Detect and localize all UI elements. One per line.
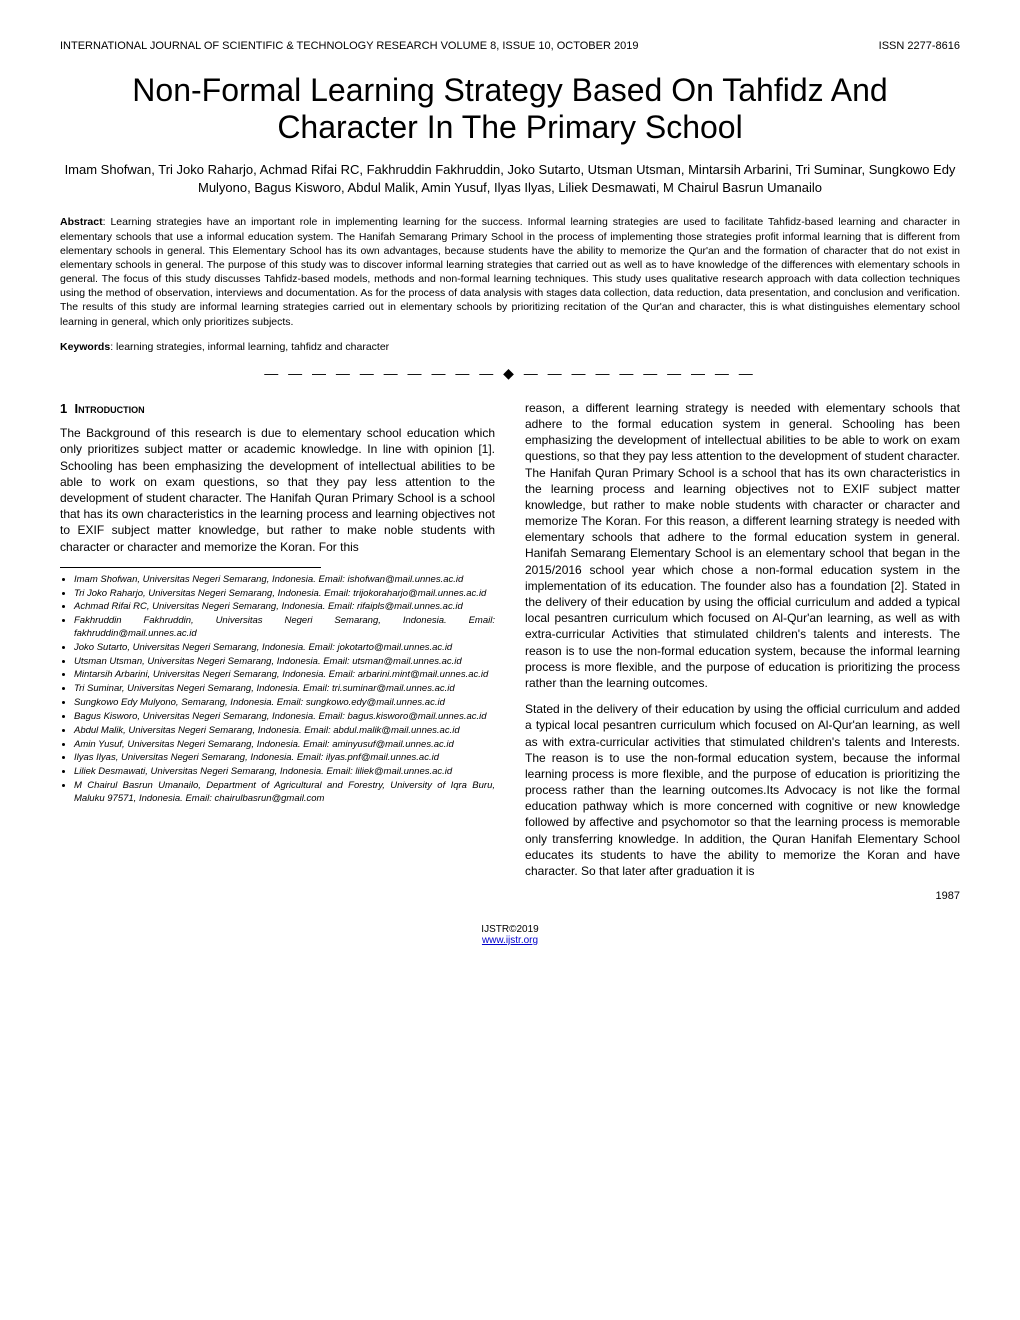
keywords-text: : learning strategies, informal learning…	[110, 341, 389, 353]
paper-title: Non-Formal Learning Strategy Based On Ta…	[60, 72, 960, 146]
journal-title: INTERNATIONAL JOURNAL OF SCIENTIFIC & TE…	[60, 40, 638, 52]
affiliation-item: Amin Yusuf, Universitas Negeri Semarang,…	[74, 739, 495, 752]
affiliation-item: Achmad Rifai RC, Universitas Negeri Sema…	[74, 601, 495, 614]
journal-url-link[interactable]: www.ijstr.org	[482, 935, 538, 946]
two-column-body: 1 Introduction The Background of this re…	[60, 400, 960, 904]
affiliation-item: Joko Sutarto, Universitas Negeri Semaran…	[74, 642, 495, 655]
abstract-text: : Learning strategies have an important …	[60, 216, 960, 327]
keywords-label: Keywords	[60, 341, 110, 353]
intro-paragraph: The Background of this research is due t…	[60, 425, 495, 555]
affiliation-item: Mintarsih Arbarini, Universitas Negeri S…	[74, 669, 495, 682]
affiliation-item: Fakhruddin Fakhruddin, Universitas Neger…	[74, 615, 495, 641]
page-footer: IJSTR©2019 www.ijstr.org	[60, 924, 960, 946]
author-list: Imam Shofwan, Tri Joko Raharjo, Achmad R…	[60, 161, 960, 197]
keywords-block: Keywords: learning strategies, informal …	[60, 341, 960, 353]
abstract-block: Abstract: Learning strategies have an im…	[60, 215, 960, 328]
affiliation-item: Tri Joko Raharjo, Universitas Negeri Sem…	[74, 588, 495, 601]
body-paragraph-2: Stated in the delivery of their educatio…	[525, 701, 960, 879]
issn: ISSN 2277-8616	[879, 40, 960, 52]
right-column: reason, a different learning strategy is…	[525, 400, 960, 904]
left-column: 1 Introduction The Background of this re…	[60, 400, 495, 904]
copyright-text: IJSTR©2019	[60, 924, 960, 935]
abstract-label: Abstract	[60, 216, 103, 228]
footnote-rule	[60, 567, 321, 568]
body-paragraph-1: reason, a different learning strategy is…	[525, 400, 960, 691]
author-affiliations: Imam Shofwan, Universitas Negeri Semaran…	[60, 574, 495, 806]
section-number: 1	[60, 401, 67, 416]
affiliation-item: Utsman Utsman, Universitas Negeri Semara…	[74, 656, 495, 669]
section-title: Introduction	[74, 401, 144, 416]
affiliation-item: M Chairul Basrun Umanailo, Department of…	[74, 780, 495, 806]
affiliation-item: Imam Shofwan, Universitas Negeri Semaran…	[74, 574, 495, 587]
section-divider: — — — — — — — — — — ◆ — — — — — — — — — …	[60, 365, 960, 382]
affiliation-item: Sungkowo Edy Mulyono, Semarang, Indonesi…	[74, 697, 495, 710]
page-number: 1987	[525, 889, 960, 904]
section-heading: 1 Introduction	[60, 400, 495, 418]
affiliation-item: Abdul Malik, Universitas Negeri Semarang…	[74, 725, 495, 738]
affiliation-item: Liliek Desmawati, Universitas Negeri Sem…	[74, 766, 495, 779]
journal-header: INTERNATIONAL JOURNAL OF SCIENTIFIC & TE…	[60, 40, 960, 52]
affiliation-item: Bagus Kisworo, Universitas Negeri Semara…	[74, 711, 495, 724]
affiliation-item: Ilyas Ilyas, Universitas Negeri Semarang…	[74, 752, 495, 765]
affiliation-item: Tri Suminar, Universitas Negeri Semarang…	[74, 683, 495, 696]
